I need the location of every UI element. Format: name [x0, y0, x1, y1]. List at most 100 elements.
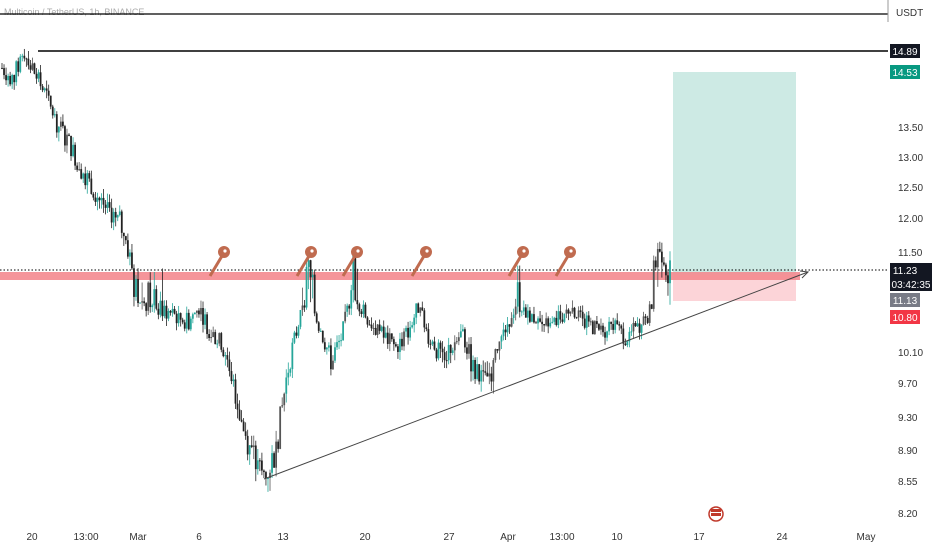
- candle-body: [125, 236, 127, 240]
- price-tick-label: 12.50: [898, 183, 923, 194]
- candle-body: [612, 324, 614, 330]
- ascending-trendline[interactable]: [264, 272, 808, 479]
- candle-body: [633, 323, 635, 331]
- candle-body: [149, 283, 151, 307]
- candle-body: [499, 341, 501, 350]
- candle-body: [602, 326, 604, 333]
- candle-body: [231, 371, 233, 381]
- candle-body: [109, 202, 111, 208]
- candle-body: [375, 328, 377, 335]
- candle-body: [316, 313, 318, 322]
- candle-body: [206, 314, 208, 334]
- candle-body: [68, 135, 70, 136]
- candle-body: [289, 369, 291, 373]
- candle-body: [535, 322, 537, 323]
- candle-body: [320, 331, 322, 332]
- candle-body: [283, 394, 285, 405]
- candle-body: [356, 300, 358, 304]
- candle-body: [60, 122, 62, 127]
- candle-body: [367, 317, 369, 324]
- candle-body: [302, 305, 304, 309]
- candle-body: [391, 333, 393, 339]
- candle-body: [448, 345, 450, 360]
- candle-body: [153, 289, 155, 305]
- candle-body: [281, 405, 283, 406]
- candle-body: [257, 460, 259, 469]
- candle-body: [409, 327, 411, 337]
- price-tick-label: 11.50: [898, 248, 923, 259]
- candle-body: [208, 334, 210, 338]
- candle-body: [72, 145, 74, 156]
- candle-body: [399, 339, 401, 352]
- time-tick-label: May: [857, 532, 876, 543]
- time-tick-label: 20: [26, 532, 38, 543]
- candle-body: [452, 350, 454, 353]
- candle-body: [515, 307, 517, 315]
- candle-body: [80, 169, 82, 179]
- candle-body: [377, 325, 379, 335]
- candle-body: [360, 311, 362, 314]
- candle-body: [622, 329, 624, 344]
- candle-body: [344, 312, 346, 322]
- candle-body: [15, 61, 17, 82]
- time-tick-label: Mar: [129, 532, 147, 543]
- candle-body: [338, 341, 340, 342]
- candle-body: [639, 323, 641, 332]
- target-zone[interactable]: [673, 72, 796, 275]
- candle-body: [78, 169, 80, 170]
- candle-body: [594, 321, 596, 334]
- candle-body: [1, 68, 3, 69]
- candle-body: [401, 339, 403, 346]
- candle-body: [273, 453, 275, 468]
- candle-body: [517, 282, 519, 306]
- candle-body: [667, 275, 669, 283]
- candle-body: [543, 324, 545, 325]
- candle-body: [631, 331, 633, 332]
- candle-body: [168, 311, 170, 319]
- candle-body: [259, 460, 261, 461]
- candle-body: [659, 249, 661, 252]
- candle-body: [436, 350, 438, 359]
- candle-body: [107, 202, 109, 208]
- candle-body: [5, 75, 7, 80]
- key-icon: [509, 246, 529, 276]
- candle-body: [196, 311, 198, 313]
- candle-body: [271, 453, 273, 473]
- candle-body: [482, 370, 484, 371]
- candle-body: [131, 252, 133, 268]
- candle-body: [111, 208, 113, 223]
- candle-body: [127, 240, 129, 256]
- candle-body: [328, 345, 330, 347]
- candle-body: [34, 63, 36, 73]
- candle-body: [194, 313, 196, 314]
- candle-body: [13, 75, 15, 82]
- candle-body: [3, 68, 5, 75]
- flag-icon[interactable]: [709, 507, 723, 521]
- candle-body: [604, 332, 606, 337]
- candle-body: [387, 333, 389, 344]
- candle-body: [92, 194, 94, 198]
- candle-body: [470, 344, 472, 371]
- candle-body: [184, 322, 186, 328]
- candle-body: [641, 324, 643, 332]
- candle-body: [141, 301, 143, 302]
- candle-body: [421, 307, 423, 310]
- candle-body: [251, 445, 253, 447]
- candle-body: [62, 122, 64, 127]
- candle-body: [643, 316, 645, 324]
- candle-body: [137, 279, 139, 303]
- resistance-band[interactable]: [0, 272, 800, 280]
- candle-body: [598, 324, 600, 330]
- candle-body: [425, 327, 427, 329]
- candle-body: [572, 308, 574, 312]
- candle-body: [119, 212, 121, 216]
- candle-body: [492, 360, 494, 381]
- time-tick-label: 24: [776, 532, 788, 543]
- candle-body: [509, 324, 511, 326]
- candle-body: [90, 179, 92, 194]
- candle-body: [446, 360, 448, 361]
- candle-body: [580, 310, 582, 311]
- candle-body: [513, 315, 515, 318]
- candle-body: [663, 262, 665, 264]
